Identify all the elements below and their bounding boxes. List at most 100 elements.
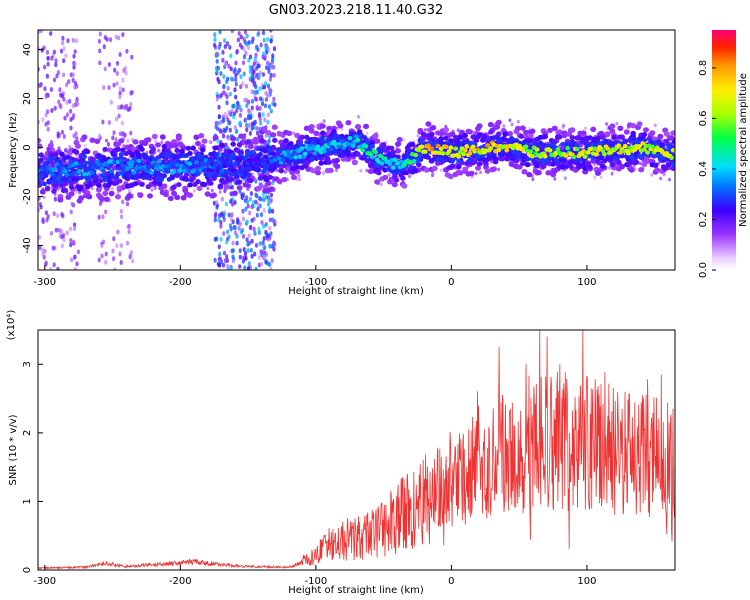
ridge-blob — [192, 163, 198, 169]
noise-blob — [243, 251, 248, 257]
noise-blob — [238, 42, 242, 48]
ridge-blob — [78, 165, 84, 170]
background-blob — [502, 124, 506, 128]
ridge-blob — [230, 168, 236, 173]
noise-blob — [231, 254, 235, 260]
ridge-blob — [51, 188, 57, 194]
noise-blob — [121, 199, 125, 205]
ridge-blob — [286, 130, 293, 136]
ridge-blob — [476, 132, 483, 138]
background-blob — [510, 122, 514, 127]
ridge-blob — [118, 152, 124, 157]
ridge-blob — [53, 178, 59, 184]
ridge-blob — [237, 157, 243, 162]
ridge-blob — [247, 143, 254, 150]
noise-blob — [242, 71, 246, 77]
noise-blob — [242, 255, 246, 261]
noise-blob — [213, 257, 217, 263]
background-blob — [387, 173, 391, 177]
noise-blob — [258, 116, 262, 122]
noise-blob — [235, 240, 239, 246]
noise-blob — [119, 260, 123, 265]
x-tick-label: 0 — [448, 277, 454, 288]
ridge-blob — [476, 123, 483, 129]
ridge-blob — [642, 147, 647, 152]
noise-blob — [254, 243, 259, 248]
noise-blob — [102, 85, 106, 90]
ridge-blob — [416, 157, 422, 163]
background-blob — [356, 115, 360, 119]
ridge-blob — [509, 136, 515, 141]
ridge-blob — [504, 148, 510, 153]
spectrogram-x-axis-label: Height of straight line (km) — [288, 286, 424, 297]
ridge-blob — [355, 124, 361, 130]
noise-blob — [38, 235, 42, 240]
ridge-blob — [167, 195, 174, 202]
background-blob — [359, 168, 363, 173]
ridge-blob — [303, 125, 310, 131]
noise-blob — [234, 77, 238, 82]
ridge-blob — [302, 151, 308, 156]
noise-blob — [254, 84, 258, 90]
noise-blob — [255, 44, 259, 50]
ridge-blob — [125, 166, 130, 171]
noise-blob — [241, 208, 245, 214]
noise-blob — [262, 236, 266, 241]
y-tick-label: 2 — [22, 430, 33, 436]
noise-blob — [228, 127, 232, 133]
ridge-blob — [151, 133, 158, 140]
noise-blob — [223, 258, 227, 263]
ridge-blob — [553, 157, 560, 163]
ridge-blob — [501, 136, 507, 142]
ridge-blob — [130, 160, 135, 165]
background-blob — [334, 168, 338, 173]
noise-blob — [75, 96, 79, 102]
ridge-blob — [390, 149, 397, 155]
ridge-blob — [443, 135, 449, 141]
colorbar-tick-label: 0.4 — [698, 161, 709, 177]
noise-blob — [61, 213, 65, 219]
noise-blob — [54, 227, 58, 233]
noise-blob — [39, 204, 43, 210]
ridge-blob — [281, 176, 288, 183]
ridge-blob — [265, 130, 272, 136]
noise-blob — [222, 133, 226, 139]
ridge-blob — [551, 125, 558, 131]
noise-blob — [61, 35, 65, 41]
ridge-blob — [594, 152, 599, 157]
noise-blob — [244, 50, 248, 56]
noise-blob — [117, 113, 121, 119]
noise-blob — [46, 109, 50, 115]
noise-blob — [215, 205, 219, 210]
ridge-blob — [152, 157, 158, 162]
noise-blob — [268, 76, 272, 82]
ridge-blob — [256, 167, 262, 173]
ridge-blob — [184, 153, 190, 158]
ridge-blob — [395, 154, 401, 160]
noise-blob — [75, 261, 79, 267]
noise-blob — [215, 59, 219, 64]
noise-blob — [42, 254, 46, 260]
noise-blob — [62, 237, 66, 243]
ridge-blob — [472, 159, 478, 165]
ridge-blob — [456, 164, 462, 170]
noise-blob — [266, 92, 270, 98]
colorbar-tick-label: 0.6 — [698, 110, 709, 126]
ridge-blob — [499, 152, 505, 158]
background-blob — [192, 188, 196, 193]
ridge-blob — [560, 141, 566, 147]
ridge-blob — [515, 125, 521, 132]
noise-blob — [233, 125, 237, 130]
ridge-blob — [146, 165, 151, 170]
ridge-blob — [222, 163, 228, 169]
noise-blob — [254, 96, 258, 102]
noise-blob — [236, 100, 240, 106]
y-tick-label: -20 — [22, 188, 33, 204]
snr-x-axis-label: Height of straight line (km) — [288, 585, 424, 596]
ridge-blob — [613, 156, 619, 162]
ridge-blob — [163, 168, 169, 174]
noise-blob — [214, 120, 218, 126]
noise-blob — [73, 61, 77, 67]
background-blob — [227, 137, 231, 141]
ridge-blob — [38, 179, 41, 185]
